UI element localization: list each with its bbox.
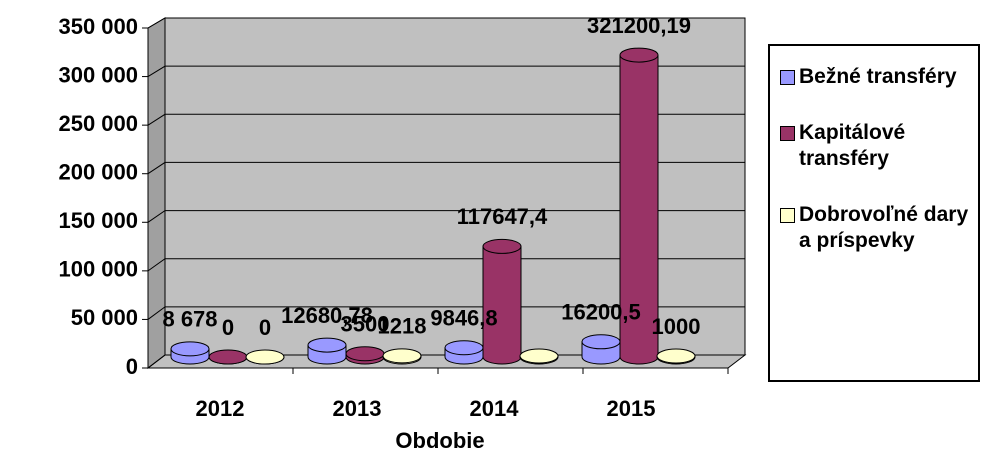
bar <box>208 349 248 365</box>
bar <box>444 340 484 365</box>
bar <box>382 348 422 365</box>
bar-top <box>656 348 696 364</box>
data-label: 1218 <box>378 314 427 339</box>
grid-line <box>147 65 745 77</box>
bar-top <box>519 348 559 364</box>
bar <box>519 348 559 365</box>
data-label: 3500 <box>341 312 390 337</box>
data-label: 8 678 <box>162 307 217 332</box>
bar-top <box>581 334 621 350</box>
grid-line <box>147 17 745 29</box>
bar <box>345 346 385 365</box>
bar <box>307 337 347 365</box>
data-label: 0 <box>259 315 271 340</box>
y-tick-label: 150 000 <box>58 208 138 233</box>
legend: Bežné transféry Kapitálové transféry Dobro… <box>768 44 980 382</box>
data-label: 0 <box>222 315 234 340</box>
bar <box>482 238 522 365</box>
data-label: 321200,19 <box>587 13 691 38</box>
x-axis-title: Obdobie <box>395 428 484 453</box>
bar <box>581 334 621 365</box>
grid-line <box>147 113 745 126</box>
bar-top <box>619 47 659 63</box>
legend-item: Kapitálové transféry <box>780 120 972 172</box>
x-tick-label: 2015 <box>607 396 656 421</box>
bar-top <box>245 349 285 365</box>
y-tick-label: 350 000 <box>58 14 138 39</box>
x-tick-label: 2013 <box>333 396 382 421</box>
bar-top <box>170 341 210 357</box>
bar-top <box>444 340 484 356</box>
legend-item: Bežné transféry <box>780 64 972 90</box>
bar-top <box>208 349 248 365</box>
grid-line <box>147 258 745 272</box>
x-tick-label: 2012 <box>196 396 245 421</box>
y-tick-label: 300 000 <box>58 62 138 87</box>
bar <box>170 341 210 365</box>
legend-swatch <box>780 70 795 85</box>
bar-top <box>345 346 385 362</box>
y-tick-label: 0 <box>126 354 138 379</box>
bar-top <box>482 238 522 254</box>
x-tick-label: 2014 <box>470 396 520 421</box>
data-label: 12680,78 <box>281 303 373 328</box>
y-tick-label: 100 000 <box>58 257 138 282</box>
y-tick-label: 200 000 <box>58 160 138 185</box>
grid-line <box>147 210 745 223</box>
bar <box>245 349 285 365</box>
bar <box>656 348 696 365</box>
data-label: 9846,8 <box>430 306 497 331</box>
data-label: 1000 <box>652 314 701 339</box>
bar-top <box>382 348 422 364</box>
legend-label: Kapitálové transféry <box>799 121 906 170</box>
data-label: 16200,5 <box>561 300 641 325</box>
legend-swatch <box>780 126 795 141</box>
y-tick-label: 50 000 <box>71 305 138 330</box>
bar-top <box>307 337 347 353</box>
grid-line <box>147 306 745 320</box>
data-label: 117647,4 <box>457 204 548 229</box>
legend-label: Bežné transféry <box>799 65 957 88</box>
legend-swatch <box>780 208 795 223</box>
grid-line <box>147 161 745 175</box>
legend-label: Dobrovoľné dary a príspevky <box>799 203 969 252</box>
y-tick-label: 250 000 <box>58 111 138 136</box>
legend-item: Dobrovoľné dary a príspevky <box>780 202 972 254</box>
